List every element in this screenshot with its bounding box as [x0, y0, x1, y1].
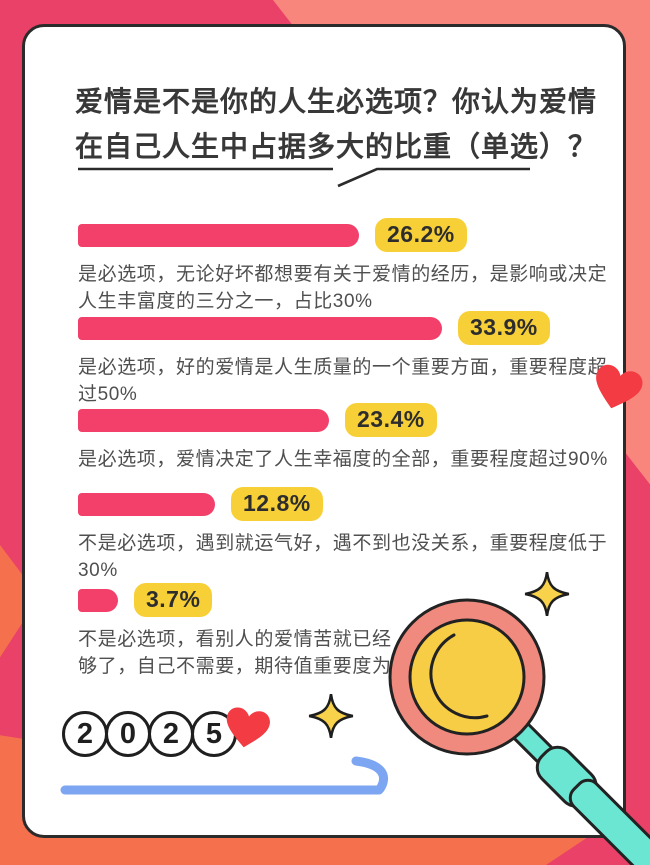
- divider-line: [78, 167, 530, 188]
- percent-badge: 26.2%: [375, 218, 467, 252]
- sparkle-icon: [524, 571, 570, 617]
- result-bar: [78, 492, 215, 516]
- percent-badge: 33.9%: [458, 311, 550, 345]
- result-row: 26.2% 是必选项，无论好坏都想要有关于爱情的经历，是影响或决定人生丰富度的三分…: [78, 218, 618, 315]
- result-row: 33.9% 是必选项，好的爱情是人生质量的一个重要方面，重要程度超过50%: [78, 311, 618, 408]
- magnifier-icon: [388, 598, 650, 865]
- percent-badge: 23.4%: [345, 403, 437, 437]
- heart-icon: [226, 707, 270, 748]
- sparkle-icon: [308, 693, 354, 739]
- year-digit: 2: [62, 711, 108, 757]
- result-desc: 不是必选项，看别人的爱情苦就已经够了，自己不需要，期待值重要度为0: [78, 629, 403, 677]
- result-desc: 是必选项，好的爱情是人生质量的一个重要方面，重要程度超过50%: [78, 357, 608, 405]
- result-desc: 是必选项，爱情决定了人生幸福度的全部，重要程度超过90%: [78, 449, 608, 470]
- result-desc: 是必选项，无论好坏都想要有关于爱情的经历，是影响或决定人生丰富度的三分之一，占比…: [78, 264, 608, 312]
- result-bar: [78, 408, 329, 432]
- result-bar: [78, 316, 442, 340]
- heart-icon: [596, 364, 643, 409]
- percent-badge: 3.7%: [134, 583, 213, 617]
- result-desc: 不是必选项，遇到就运气好，遇不到也没关系，重要程度低于30%: [78, 533, 608, 581]
- year-digit: 2: [148, 711, 194, 757]
- percent-badge: 12.8%: [231, 487, 323, 521]
- result-row: 12.8% 不是必选项，遇到就运气好，遇不到也没关系，重要程度低于30%: [78, 487, 618, 584]
- result-bar: [78, 223, 359, 247]
- result-row: 3.7% 不是必选项，看别人的爱情苦就已经够了，自己不需要，期待值重要度为0: [78, 583, 406, 680]
- page-title: 爱情是不是你的人生必选项？你认为爱情在自己人生中占据多大的比重（单选）？: [75, 86, 598, 162]
- underline-stroke: [60, 756, 389, 795]
- results-list: 26.2% 是必选项，无论好坏都想要有关于爱情的经历，是影响或决定人生丰富度的三分…: [78, 27, 629, 835]
- result-row: 23.4% 是必选项，爱情决定了人生幸福度的全部，重要程度超过90%: [78, 403, 626, 473]
- year-digit: 0: [105, 711, 151, 757]
- result-bar: [78, 588, 118, 612]
